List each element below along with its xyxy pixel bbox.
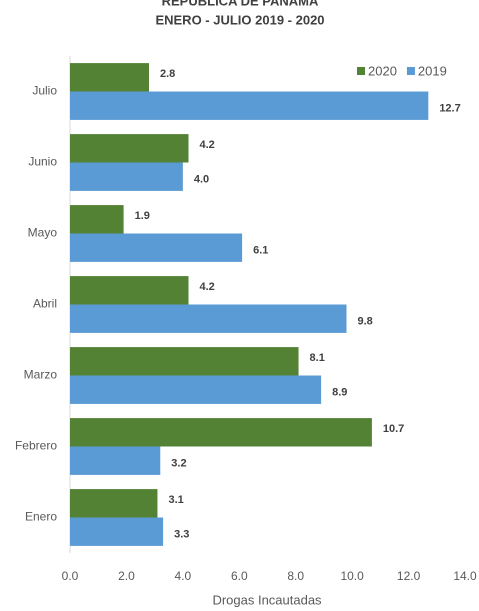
- bar: [70, 134, 189, 163]
- legend-label: 2019: [418, 63, 447, 78]
- x-tick-label: 0.0: [62, 569, 79, 583]
- bar: [70, 418, 372, 447]
- bar: [70, 446, 161, 475]
- data-label: 8.9: [332, 387, 347, 399]
- y-tick-label: Junio: [28, 155, 57, 169]
- bar: [70, 517, 164, 546]
- chart-subtitle: ENERO - JULIO 2019 - 2020: [155, 12, 324, 27]
- bar: [70, 489, 158, 518]
- y-tick-label: Mayo: [28, 226, 58, 240]
- data-label: 4.2: [200, 139, 215, 151]
- data-label: 3.1: [168, 494, 183, 506]
- data-label: 3.2: [171, 458, 186, 470]
- data-label: 12.7: [439, 103, 460, 115]
- data-label: 2.8: [160, 68, 175, 80]
- y-tick-label: Marzo: [24, 368, 58, 382]
- x-tick-label: 14.0: [453, 569, 477, 583]
- chart-title: REPÚBLICA DE PANAMÁ: [162, 0, 319, 8]
- data-label: 10.7: [383, 423, 404, 435]
- legend-label: 2020: [368, 63, 397, 78]
- y-tick-label: Enero: [25, 510, 57, 524]
- bar: [70, 347, 299, 376]
- data-label: 6.1: [253, 245, 268, 257]
- bar: [70, 63, 149, 92]
- bar: [70, 205, 124, 234]
- y-tick-label: Julio: [32, 84, 57, 98]
- data-label: 4.0: [194, 174, 209, 186]
- y-tick-label: Abril: [33, 297, 57, 311]
- bar: [70, 304, 347, 333]
- x-tick-label: 6.0: [231, 569, 248, 583]
- x-tick-label: 2.0: [118, 569, 135, 583]
- y-tick-label: Febrero: [15, 439, 57, 453]
- data-label: 4.2: [200, 281, 215, 293]
- x-tick-label: 8.0: [287, 569, 304, 583]
- bar: [70, 276, 189, 305]
- data-label: 1.9: [135, 210, 150, 222]
- x-tick-label: 4.0: [175, 569, 192, 583]
- data-label: 3.3: [174, 529, 189, 541]
- x-tick-label: 12.0: [397, 569, 421, 583]
- bar: [70, 233, 243, 262]
- data-label: 9.8: [358, 316, 373, 328]
- bar: [70, 162, 183, 191]
- data-label: 8.1: [310, 352, 325, 364]
- bar: [70, 91, 429, 120]
- legend-swatch: [357, 67, 365, 75]
- bar: [70, 375, 322, 404]
- x-axis-title: Drogas Incautadas: [212, 592, 322, 607]
- x-tick-label: 10.0: [340, 569, 364, 583]
- legend-swatch: [406, 67, 415, 75]
